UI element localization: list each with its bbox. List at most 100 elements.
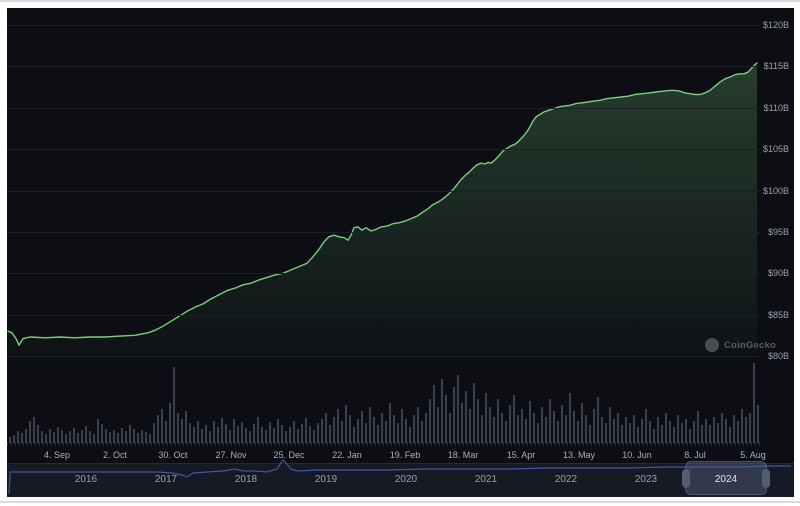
volume-bar bbox=[297, 429, 299, 443]
volume-bar bbox=[357, 419, 359, 443]
volume-bar bbox=[337, 409, 339, 443]
volume-bar bbox=[705, 419, 707, 443]
volume-bar bbox=[133, 429, 135, 443]
volume-bar bbox=[553, 411, 555, 443]
volume-bar bbox=[541, 407, 543, 443]
volume-bar bbox=[301, 424, 303, 443]
volume-bar bbox=[529, 401, 531, 443]
volume-bar bbox=[69, 431, 71, 443]
volume-bar bbox=[509, 405, 511, 443]
volume-bar bbox=[697, 411, 699, 443]
volume-bar bbox=[473, 383, 475, 443]
volume-bar bbox=[101, 424, 103, 443]
gridline bbox=[7, 356, 760, 357]
volume-bar bbox=[329, 425, 331, 443]
volume-bar bbox=[757, 405, 759, 443]
volume-bar bbox=[85, 426, 87, 443]
volume-bar bbox=[393, 415, 395, 443]
volume-bar bbox=[517, 415, 519, 443]
volume-bar bbox=[25, 429, 27, 443]
scrubber-handle-left[interactable] bbox=[682, 469, 690, 488]
y-axis-label: $105B bbox=[762, 144, 789, 155]
volume-bar bbox=[345, 405, 347, 443]
volume-bar bbox=[189, 423, 191, 443]
volume-bar bbox=[81, 430, 83, 443]
volume-bar bbox=[401, 409, 403, 443]
volume-bar bbox=[29, 421, 31, 443]
volume-bar bbox=[261, 427, 263, 443]
volume-bar bbox=[745, 417, 747, 443]
x-axis-label: 8. Jul bbox=[684, 450, 706, 460]
volume-bar bbox=[389, 403, 391, 443]
volume-bar bbox=[165, 421, 167, 443]
x-axis-label: 4. Sep bbox=[43, 450, 71, 460]
volume-bar bbox=[177, 413, 179, 443]
volume-chart[interactable] bbox=[7, 358, 760, 443]
price-chart[interactable] bbox=[7, 8, 760, 360]
volume-bar bbox=[593, 409, 595, 443]
volume-bar bbox=[397, 423, 399, 443]
volume-bar bbox=[205, 425, 207, 443]
volume-bar bbox=[645, 409, 647, 443]
volume-bar bbox=[513, 395, 515, 443]
scrubber-handle-right[interactable] bbox=[762, 469, 770, 488]
volume-bar bbox=[665, 413, 667, 443]
year-label: 2020 bbox=[394, 474, 418, 485]
volume-bar bbox=[209, 431, 211, 443]
volume-bar bbox=[597, 397, 599, 443]
y-axis-label: $95B bbox=[767, 226, 789, 237]
volume-bar bbox=[37, 425, 39, 443]
volume-bar bbox=[161, 409, 163, 443]
volume-bar bbox=[557, 421, 559, 443]
y-axis-label: $120B bbox=[762, 20, 789, 30]
year-label: 2023 bbox=[634, 474, 658, 485]
volume-bar bbox=[17, 431, 19, 443]
volume-bar bbox=[561, 405, 563, 443]
volume-bar bbox=[409, 427, 411, 443]
x-axis-label: 22. Jan bbox=[332, 450, 362, 460]
volume-bar bbox=[433, 385, 435, 443]
volume-bar bbox=[633, 415, 635, 443]
price-area-fill bbox=[8, 63, 757, 358]
volume-bar bbox=[41, 431, 43, 443]
volume-bar bbox=[577, 421, 579, 443]
volume-bar bbox=[437, 407, 439, 443]
volume-bar bbox=[273, 428, 275, 443]
x-axis-label: 19. Feb bbox=[389, 450, 421, 460]
volume-bar bbox=[453, 387, 455, 443]
volume-bar bbox=[137, 433, 139, 443]
volume-bar bbox=[689, 429, 691, 443]
volume-bar bbox=[701, 425, 703, 443]
y-axis-label: $90B bbox=[767, 268, 789, 279]
volume-bar bbox=[649, 421, 651, 443]
year-label: 2024 bbox=[714, 474, 738, 485]
volume-bar bbox=[385, 421, 387, 443]
volume-bar bbox=[629, 423, 631, 443]
y-axis-label: $80B bbox=[767, 351, 789, 361]
volume-bar bbox=[381, 413, 383, 443]
chart-panel: CoinGecko $120B $115B $110B $105B $100B $95B $… bbox=[7, 8, 794, 497]
volume-bar bbox=[713, 417, 715, 443]
x-axis-label: 5. Aug bbox=[740, 450, 766, 460]
volume-bar bbox=[685, 419, 687, 443]
volume-bar bbox=[149, 434, 151, 443]
volume-bar bbox=[277, 419, 279, 443]
volume-bar bbox=[65, 434, 67, 443]
volume-bar bbox=[121, 428, 123, 443]
gridline bbox=[7, 231, 760, 233]
volume-bar bbox=[485, 393, 487, 443]
volume-bar bbox=[49, 429, 51, 443]
volume-bar bbox=[461, 403, 463, 443]
volume-bar bbox=[249, 431, 251, 443]
volume-bar bbox=[129, 425, 131, 443]
volume-bar bbox=[681, 423, 683, 443]
volume-bar bbox=[117, 433, 119, 443]
volume-bar bbox=[545, 417, 547, 443]
volume-bar bbox=[601, 417, 603, 443]
volume-bar bbox=[477, 399, 479, 443]
volume-bar bbox=[613, 419, 615, 443]
volume-bar bbox=[525, 419, 527, 443]
volume-bar bbox=[217, 427, 219, 443]
volume-bar bbox=[53, 432, 55, 443]
